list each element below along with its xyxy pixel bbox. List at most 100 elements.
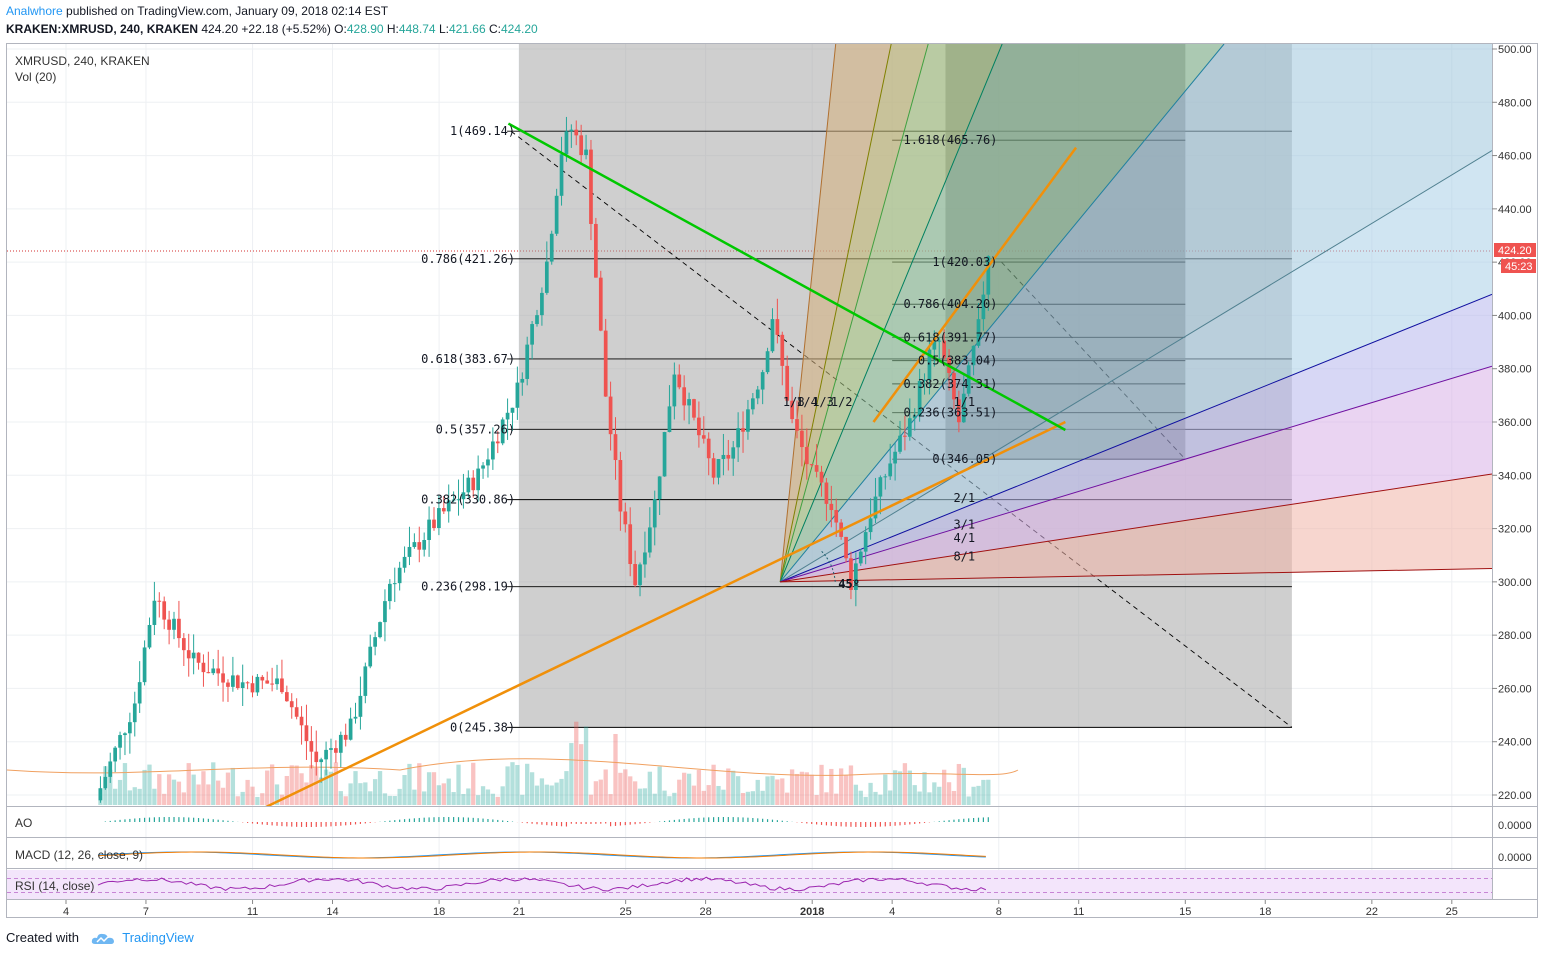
volume-bar [740,792,746,805]
candle-body [343,734,348,740]
chart-area[interactable]: 1(469.14) 0.786(421.26) 0.618(383.67) 0.5(3… [0,0,1545,925]
candle-body [407,546,412,557]
candle-body [961,393,966,423]
candle-body [819,471,824,483]
candle-body [383,601,387,623]
candle-body [392,583,397,585]
volume-bar [451,792,456,805]
candle-body [868,518,873,533]
volume-bar [647,771,652,805]
volume-bar [735,776,741,805]
volume-bar [642,788,648,805]
candle-body [172,618,176,630]
candle-body [594,223,598,278]
price-change: +22.18 (+5.52%) [241,22,331,36]
candle-body [265,680,270,684]
volume-bar [269,764,275,805]
price-axis[interactable]: 220.00 240.00 260.00 280.00 300.00 320.00 340.… [1492,44,1532,802]
pane-title: XMRUSD, 240, KRAKEN [15,54,150,68]
volume-bar [377,771,383,805]
fib2-level-label: 0.236(363.51) [903,406,997,420]
gann-fan-label: 1/8 [783,395,805,409]
candle-body [662,432,667,477]
volume-bar [618,772,623,805]
candle-body [123,733,127,736]
volume-bar [603,769,608,805]
volume-bar [417,763,422,805]
candle-body [486,459,490,466]
volume-bar [892,770,898,805]
volume-bar [961,767,966,805]
fib2-level-label: 1(420.03) [932,255,997,269]
volume-bar [274,784,280,805]
green-trendline [507,122,1066,432]
volume-bar [608,794,613,805]
candle-body [177,618,181,639]
candle-body [554,195,559,234]
gann-fan-label: 8/1 [953,550,975,564]
candle-body [103,776,108,789]
low-label: L: [438,22,449,36]
candle-body [643,552,647,565]
candle-body [314,751,319,763]
candle-body [647,527,652,553]
volume-bar [500,786,505,805]
candle-body [329,748,333,750]
y-tick-label: 400.00 [1498,310,1532,322]
candle-body [481,465,485,469]
volume-bar [436,785,442,805]
candle-body [966,365,971,394]
candle-body [726,454,731,459]
volume-bar [829,768,834,805]
candle-body [500,419,505,444]
candle-body [196,652,201,663]
candles-layer[interactable] [98,116,991,803]
volume-bar [314,767,319,805]
volume-bar [765,776,770,805]
candle-body [677,374,682,388]
ao-axis-value: 0.0000 [1498,820,1532,832]
volume-bar [731,770,736,805]
volume-bar [804,772,809,805]
price-tag-text: 424.20 [1498,245,1532,257]
candle-body [957,399,961,423]
volume-bar [809,774,814,805]
x-tick-label: 4 [63,906,69,918]
volume-bar [333,762,339,805]
tradingview-cloud-icon [91,933,114,944]
volume-bar [122,763,128,805]
volume-bar [613,733,618,805]
candle-body [422,540,427,550]
volume-bar [260,793,265,805]
y-tick-label: 460.00 [1498,151,1532,163]
volume-bar [162,793,167,805]
candle-body [687,399,691,406]
publish-info: published on TradingView.com, January 09… [66,4,389,18]
gann-fan-area [780,44,1492,582]
volume-bar [431,772,437,805]
volume-bar [789,769,795,805]
author-link[interactable]: Analwhore [6,4,63,18]
candle-body [108,761,113,777]
candle-body [765,351,770,373]
tradingview-link[interactable]: TradingView [122,930,194,945]
footer: Created with TradingView [6,930,194,946]
candle-body [201,662,206,673]
volume-bar [402,775,407,805]
candle-body [491,441,495,460]
volume-bar [662,790,667,805]
candle-body [652,499,657,528]
volume-bar [564,771,569,805]
time-axis[interactable]: 4 7 11 14 18 21 25 28 2018 4 8 11 15 18 22 25 [63,900,1458,918]
candle-body [142,647,147,683]
candle-body [775,319,780,335]
candle-body [907,418,912,437]
drawings-layer [507,44,1492,728]
gann-angle-arc [819,549,836,582]
candle-body [113,747,118,762]
candle-body [544,261,549,293]
candle-body [829,503,834,511]
volume-bar [108,769,113,805]
candle-body [760,372,765,390]
fib2-level-label: 0.382(374.31) [903,377,997,391]
